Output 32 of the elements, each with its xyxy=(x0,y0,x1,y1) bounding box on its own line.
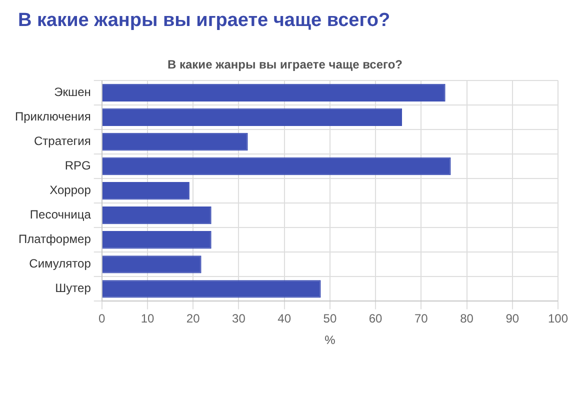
y-tick-label: Хоррор xyxy=(50,183,92,198)
bar xyxy=(102,206,212,224)
y-tick-label: Песочница xyxy=(30,208,92,222)
x-tick-label: 60 xyxy=(368,312,383,326)
y-tick-label: Стратегия xyxy=(34,134,91,148)
x-tick-label: 90 xyxy=(506,312,520,326)
bar xyxy=(102,108,402,126)
x-tick-label: 0 xyxy=(98,312,106,326)
x-tick-label: 30 xyxy=(232,312,246,326)
bar xyxy=(102,132,248,151)
x-axis-title: % xyxy=(324,333,336,348)
y-tick-label: RPG xyxy=(64,158,91,173)
x-tick-label: 80 xyxy=(460,312,474,326)
bar xyxy=(102,256,202,274)
x-tick-label: 20 xyxy=(186,312,200,326)
bar xyxy=(102,84,446,102)
y-tick-label: Экшен xyxy=(54,84,91,99)
y-tick-label: Симулятор xyxy=(29,256,92,271)
chart-subtitle: В какие жанры вы играете чаще всего? xyxy=(168,58,402,72)
x-tick-label: 10 xyxy=(140,312,154,326)
bar xyxy=(102,231,212,249)
bar xyxy=(102,157,451,176)
x-tick-label: 50 xyxy=(323,312,337,326)
y-tick-label: Шутер xyxy=(55,281,92,296)
chart-title: В какие жанры вы играете чаще всего? xyxy=(18,10,392,33)
x-tick-label: 40 xyxy=(278,312,292,326)
x-tick-label: 100 xyxy=(548,312,568,326)
y-tick-label: Платформер xyxy=(18,232,92,246)
bar xyxy=(102,280,321,298)
y-tick-label: Приключения xyxy=(14,110,91,124)
bar xyxy=(102,182,190,200)
x-tick-label: 70 xyxy=(414,312,428,326)
